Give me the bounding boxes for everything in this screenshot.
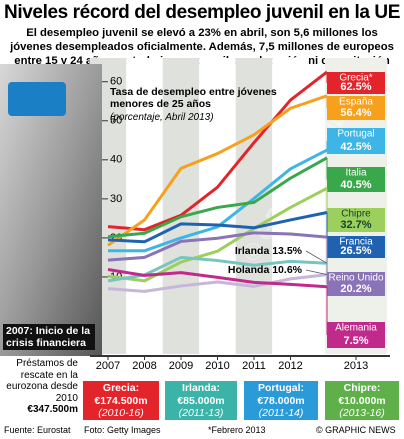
loan-country: Grecia:	[102, 382, 140, 394]
series-line	[107, 211, 328, 244]
series-name: Italia	[345, 168, 367, 179]
loan-country: Chipre:	[343, 382, 381, 394]
series-name: Grecia*	[339, 73, 372, 84]
series-name: Alemania	[335, 323, 377, 334]
series-name: Portugal	[337, 129, 374, 140]
photo-credit: Foto: Getty Images	[84, 425, 161, 435]
loan-amount: €85.000m	[177, 394, 225, 407]
label-box	[327, 272, 385, 296]
loan-amount: €174.500m	[94, 394, 148, 407]
series-name: Irlanda	[235, 245, 270, 257]
value-label: 7.5%	[343, 335, 368, 347]
value-label: 20.2%	[340, 283, 371, 295]
x-tick-label: 2013	[344, 360, 368, 372]
rescue-title: Préstamos de rescate en la eurozona desd…	[2, 358, 78, 416]
rescue-title-text: Préstamos de rescate en la eurozona desd…	[6, 358, 78, 404]
title: Niveles récord del desempleo juvenil en …	[4, 2, 400, 23]
series-line	[107, 273, 328, 293]
series-name: Holanda	[228, 264, 270, 276]
label-box	[327, 208, 385, 232]
label-box	[327, 236, 385, 258]
loan-amount: €78.000m	[257, 394, 305, 407]
loan-box: Portugal: €78.000m (2011-14)	[244, 381, 318, 420]
series-line	[107, 94, 328, 247]
x-tick-label: 2011	[242, 360, 266, 372]
label-box	[327, 96, 385, 120]
y-tick-label: 50	[110, 115, 122, 127]
loan-period: (2011-14)	[258, 407, 304, 419]
series-name: Reino Unido	[328, 273, 383, 284]
label-box	[327, 128, 385, 154]
chart-title: Tasa de desempleo entre jóvenes menores …	[110, 86, 277, 110]
loan-box: Irlanda: €85.000m (2011-13)	[165, 381, 237, 420]
series-line	[107, 186, 328, 283]
loan-country: Irlanda:	[182, 382, 220, 394]
value-label: 62.5%	[340, 81, 371, 93]
value-label: 40.5%	[340, 179, 371, 191]
y-tick-label: 60	[110, 76, 122, 88]
value-label: 32.7%	[340, 219, 371, 231]
photo-caption: 2007: Inicio de la crisis financiera	[3, 324, 95, 350]
series-line	[107, 156, 328, 239]
loan-box: Chipre: €10.000m (2013-16)	[325, 381, 399, 420]
loan-box: Grecia: €174.500m (2010-16)	[83, 381, 159, 420]
label-box	[327, 72, 385, 94]
column-stripe	[235, 58, 273, 354]
leader-line	[305, 250, 328, 264]
loan-period: (2013-16)	[339, 407, 385, 419]
logo	[8, 82, 66, 116]
leader-line	[305, 269, 328, 276]
label-box	[327, 167, 385, 192]
x-tick-label: 2010	[205, 360, 229, 372]
source: Fuente: Eurostat	[4, 425, 71, 435]
series-name: Holanda 10.6%	[228, 264, 303, 276]
rescue-total: €347.500m	[27, 404, 78, 415]
x-tick-label: 2007	[96, 360, 120, 372]
footnote: *Febrero 2013	[208, 425, 266, 435]
value-label: 26.5%	[340, 245, 371, 257]
series-name: Francia	[339, 237, 373, 248]
label-box	[327, 322, 385, 348]
value-label: 13.5%	[272, 245, 302, 257]
series-line	[108, 148, 328, 253]
series-line	[107, 231, 328, 262]
x-tick-label: 2012	[278, 360, 302, 372]
copyright: © GRAPHIC NEWS	[316, 425, 396, 435]
loan-amount: €10.000m	[338, 394, 386, 407]
series-name: Chipre	[341, 209, 371, 220]
series-line	[107, 268, 328, 289]
x-axis-band	[90, 355, 390, 357]
x-tick-label: 2008	[132, 360, 156, 372]
column-stripe	[126, 58, 163, 354]
loan-country: Portugal:	[257, 382, 305, 394]
y-tick-label: 40	[110, 154, 122, 166]
loan-period: (2010-16)	[98, 407, 144, 419]
value-label: 10.6%	[272, 264, 302, 276]
series-name: Irlanda 13.5%	[235, 245, 303, 257]
series-line	[107, 70, 328, 232]
chart-subtitle: (porcentaje, Abril 2013)	[110, 112, 214, 123]
x-tick-label: 2009	[169, 360, 193, 372]
value-label: 56.4%	[340, 107, 371, 119]
value-label: 42.5%	[340, 141, 371, 153]
series-name: España	[339, 97, 373, 108]
loan-period: (2011-13)	[178, 407, 224, 419]
y-tick-label: 30	[110, 193, 122, 205]
